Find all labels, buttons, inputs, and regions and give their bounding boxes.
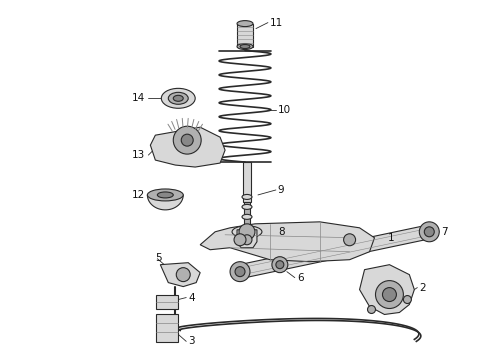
Ellipse shape [240, 45, 250, 49]
Circle shape [239, 224, 255, 240]
Polygon shape [147, 195, 183, 210]
Polygon shape [150, 127, 225, 167]
Polygon shape [156, 315, 178, 342]
Polygon shape [156, 294, 178, 310]
Ellipse shape [157, 192, 173, 198]
Text: 2: 2 [419, 283, 426, 293]
Ellipse shape [147, 189, 183, 201]
Circle shape [375, 280, 403, 309]
Circle shape [276, 261, 284, 269]
Text: 9: 9 [278, 185, 285, 195]
Circle shape [403, 296, 412, 303]
Text: 5: 5 [155, 253, 162, 263]
Polygon shape [237, 24, 253, 46]
Circle shape [176, 268, 190, 282]
Ellipse shape [232, 226, 262, 238]
Circle shape [419, 222, 439, 242]
Text: 4: 4 [188, 293, 195, 302]
Polygon shape [243, 162, 251, 202]
Ellipse shape [168, 92, 188, 104]
Text: 7: 7 [441, 227, 448, 237]
Circle shape [424, 227, 434, 237]
Ellipse shape [237, 21, 253, 27]
Circle shape [242, 235, 252, 245]
Polygon shape [244, 202, 250, 235]
Text: 3: 3 [188, 336, 195, 346]
Circle shape [235, 267, 245, 276]
Circle shape [343, 234, 356, 246]
Text: 11: 11 [270, 18, 283, 28]
Ellipse shape [242, 204, 252, 210]
Text: 8: 8 [278, 227, 285, 237]
Text: 12: 12 [132, 190, 146, 200]
Ellipse shape [161, 88, 195, 108]
Polygon shape [237, 230, 257, 248]
Text: 10: 10 [278, 105, 291, 115]
Circle shape [383, 288, 396, 302]
Ellipse shape [173, 95, 183, 101]
Circle shape [230, 262, 250, 282]
Circle shape [272, 257, 288, 273]
Circle shape [368, 306, 375, 314]
Text: 6: 6 [297, 273, 303, 283]
Polygon shape [160, 263, 200, 287]
Polygon shape [239, 225, 431, 279]
Text: 13: 13 [132, 150, 146, 160]
Text: 14: 14 [132, 93, 146, 103]
Ellipse shape [242, 194, 252, 199]
Polygon shape [200, 222, 374, 262]
Circle shape [181, 134, 193, 146]
Ellipse shape [242, 214, 252, 219]
Circle shape [234, 234, 246, 246]
Text: 1: 1 [388, 233, 394, 243]
Ellipse shape [237, 44, 253, 50]
Polygon shape [360, 265, 415, 315]
Circle shape [173, 126, 201, 154]
